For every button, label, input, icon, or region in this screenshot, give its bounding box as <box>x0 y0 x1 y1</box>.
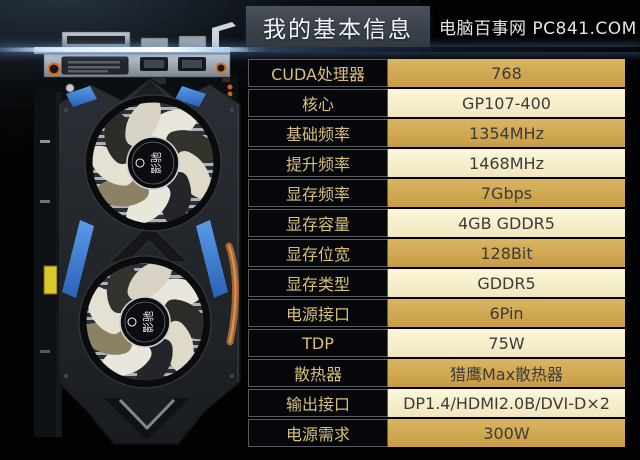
spec-value: GDDR5 <box>388 269 625 297</box>
spec-label: 显存频率 <box>248 179 388 207</box>
spec-value: 300W <box>388 419 625 447</box>
spec-value: DP1.4/HDMI2.0B/DVI-D×2 <box>388 389 625 417</box>
heatpipe-icon <box>225 242 239 346</box>
fan-1: 影驰 <box>84 94 222 232</box>
spec-row: 提升频率 1468MHz <box>248 149 625 177</box>
spec-row: CUDA处理器 768 <box>248 59 625 87</box>
fan-2: 影驰 <box>78 255 212 389</box>
spec-value: 1354MHz <box>388 119 625 147</box>
screw-ring-left <box>47 62 61 76</box>
brand-g-icon <box>127 317 137 327</box>
spec-row: 核心 GP107-400 <box>248 89 625 117</box>
spec-row: 基础频率 1354MHz <box>248 119 625 147</box>
spec-value: 128Bit <box>388 239 625 267</box>
blue-accent-left <box>62 220 94 298</box>
shroud-bottom-notch <box>104 398 190 440</box>
spec-row: 显存类型 GDDR5 <box>248 269 625 297</box>
spec-value: 768 <box>388 59 625 87</box>
spec-value: 1468MHz <box>388 149 625 177</box>
spec-label: 核心 <box>248 89 388 117</box>
page-title: 我的基本信息 <box>246 6 430 47</box>
spec-value: 猎鹰Max散热器 <box>388 359 625 387</box>
spec-label: 电源接口 <box>248 299 388 327</box>
page-title-text: 我的基本信息 <box>263 16 413 43</box>
spec-label: 电源需求 <box>248 419 388 447</box>
spec-row: 电源需求 300W <box>248 419 625 447</box>
blue-accent-top-right <box>175 86 206 107</box>
spec-row: TDP 75W <box>248 329 625 357</box>
spec-row: 散热器 猎鹰Max散热器 <box>248 359 625 387</box>
spec-row: 输出接口 DP1.4/HDMI2.0B/DVI-D×2 <box>248 389 625 417</box>
spec-value: 6Pin <box>388 299 625 327</box>
spec-value: 7Gbps <box>388 179 625 207</box>
spec-row: 电源接口 6Pin <box>248 299 625 327</box>
fan-2-hub: 影驰 <box>119 296 171 348</box>
blue-accent-top-left <box>66 86 97 107</box>
fan-hub-logo: 影驰 <box>149 152 163 174</box>
brand-g-icon <box>135 158 145 168</box>
spec-label: 提升频率 <box>248 149 388 177</box>
spec-label: TDP <box>248 329 388 357</box>
spec-row: 显存位宽 128Bit <box>248 239 625 267</box>
spec-label: 显存容量 <box>248 209 388 237</box>
screw-ring-right <box>215 62 227 74</box>
spec-row: 显存容量 4GB GDDR5 <box>248 209 625 237</box>
spec-row: 显存频率 7Gbps <box>248 179 625 207</box>
yellow-connector-tab <box>43 265 58 295</box>
spec-label: 散热器 <box>248 359 388 387</box>
spec-value: 4GB GDDR5 <box>388 209 625 237</box>
site-name: 电脑百事网 PC841.COM <box>439 19 637 39</box>
blue-accent-right <box>196 220 228 298</box>
gpu-card-photo: 影驰 <box>0 22 248 445</box>
spec-table: CUDA处理器 768 核心 GP107-400 基础频率 1354MHz 提升… <box>248 59 625 449</box>
fan-hub-logo: 影驰 <box>141 311 155 333</box>
screw-head <box>65 83 75 93</box>
spec-label: CUDA处理器 <box>248 59 388 87</box>
spec-label: 显存类型 <box>248 269 388 297</box>
spec-value: 75W <box>388 329 625 357</box>
spec-value: GP107-400 <box>388 89 625 117</box>
fan-1-hub: 影驰 <box>126 136 180 190</box>
spec-label: 显存位宽 <box>248 239 388 267</box>
spec-label: 输出接口 <box>248 389 388 417</box>
bracket-hook <box>212 22 236 47</box>
spec-label: 基础频率 <box>248 119 388 147</box>
